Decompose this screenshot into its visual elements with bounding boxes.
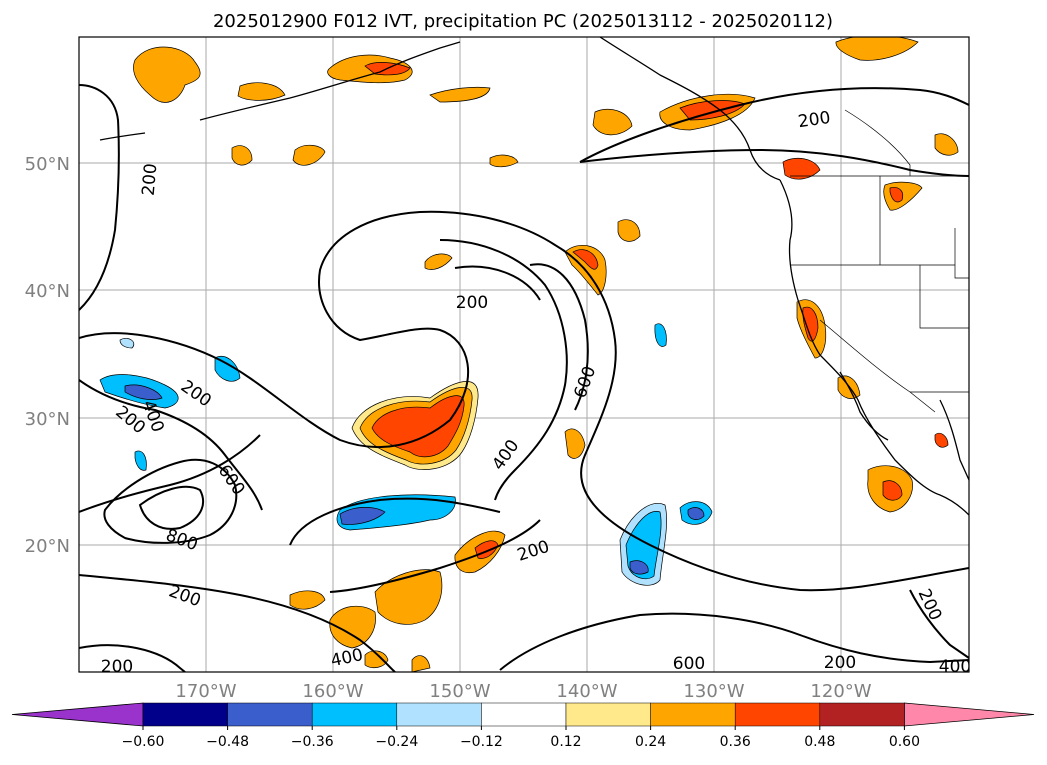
colorbar-tick-label: 0.24 <box>635 734 666 750</box>
colorbar-tick-label: −0.60 <box>122 734 165 750</box>
colorbar-tick-label: 0.12 <box>550 734 581 750</box>
colorbar-segment <box>650 702 736 727</box>
colorbar-ticks: −0.60 −0.48 −0.36 −0.24 −0.12 0.12 0.24 0.36 0.4… <box>122 726 920 750</box>
colorbar-tick-label: 0.60 <box>889 734 920 750</box>
lon-label: 150°W <box>429 681 490 702</box>
lat-label: 50°N <box>25 154 70 175</box>
contour-label: 400 <box>939 657 971 677</box>
contour-label: 200 <box>456 293 488 313</box>
lon-label: 120°W <box>810 681 871 702</box>
colorbar-tick-label: −0.48 <box>206 734 249 750</box>
colorbar-segment <box>565 702 651 727</box>
lon-label: 160°W <box>302 681 363 702</box>
contour-label: 200 <box>824 653 856 673</box>
contour-label: 600 <box>673 654 705 674</box>
colorbar-segment <box>311 702 398 727</box>
colorbar-tick-label: −0.24 <box>375 734 418 750</box>
borders <box>790 109 969 413</box>
colorbar-segment <box>819 702 905 727</box>
lon-label: 140°W <box>556 681 617 702</box>
colorbar-extend-max <box>904 702 1035 727</box>
lon-label: 130°W <box>683 681 744 702</box>
ivt-contours <box>79 84 969 672</box>
lat-label: 30°N <box>25 409 70 430</box>
colorbar-segment <box>142 702 228 727</box>
colorbar-segment <box>481 702 567 727</box>
colorbar: −0.60 −0.48 −0.36 −0.24 −0.12 0.12 0.24 0.36 0.4… <box>11 702 1035 750</box>
map-panel <box>79 37 969 672</box>
lat-label: 40°N <box>25 281 70 302</box>
contour-label: 200 <box>139 163 162 197</box>
colorbar-segment <box>396 702 482 727</box>
precip-negative-areas <box>99 323 713 586</box>
colorbar-extend-min <box>11 702 144 727</box>
colorbar-tick-label: 0.48 <box>804 734 835 750</box>
lat-label: 20°N <box>25 536 70 557</box>
colorbar-tick-label: −0.36 <box>291 734 334 750</box>
lon-label: 170°W <box>175 681 236 702</box>
coastlines <box>99 37 969 516</box>
map-title: 2025012900 F012 IVT, precipitation PC (2… <box>213 11 833 32</box>
colorbar-tick-label: −0.12 <box>460 734 503 750</box>
map-frame <box>78 36 970 673</box>
colorbar-segments <box>11 702 1035 727</box>
colorbar-segment <box>227 702 313 727</box>
colorbar-segment <box>734 702 821 727</box>
colorbar-tick-label: 0.36 <box>720 734 751 750</box>
contour-label: 200 <box>101 657 133 677</box>
contour-label: 200 <box>797 108 832 132</box>
